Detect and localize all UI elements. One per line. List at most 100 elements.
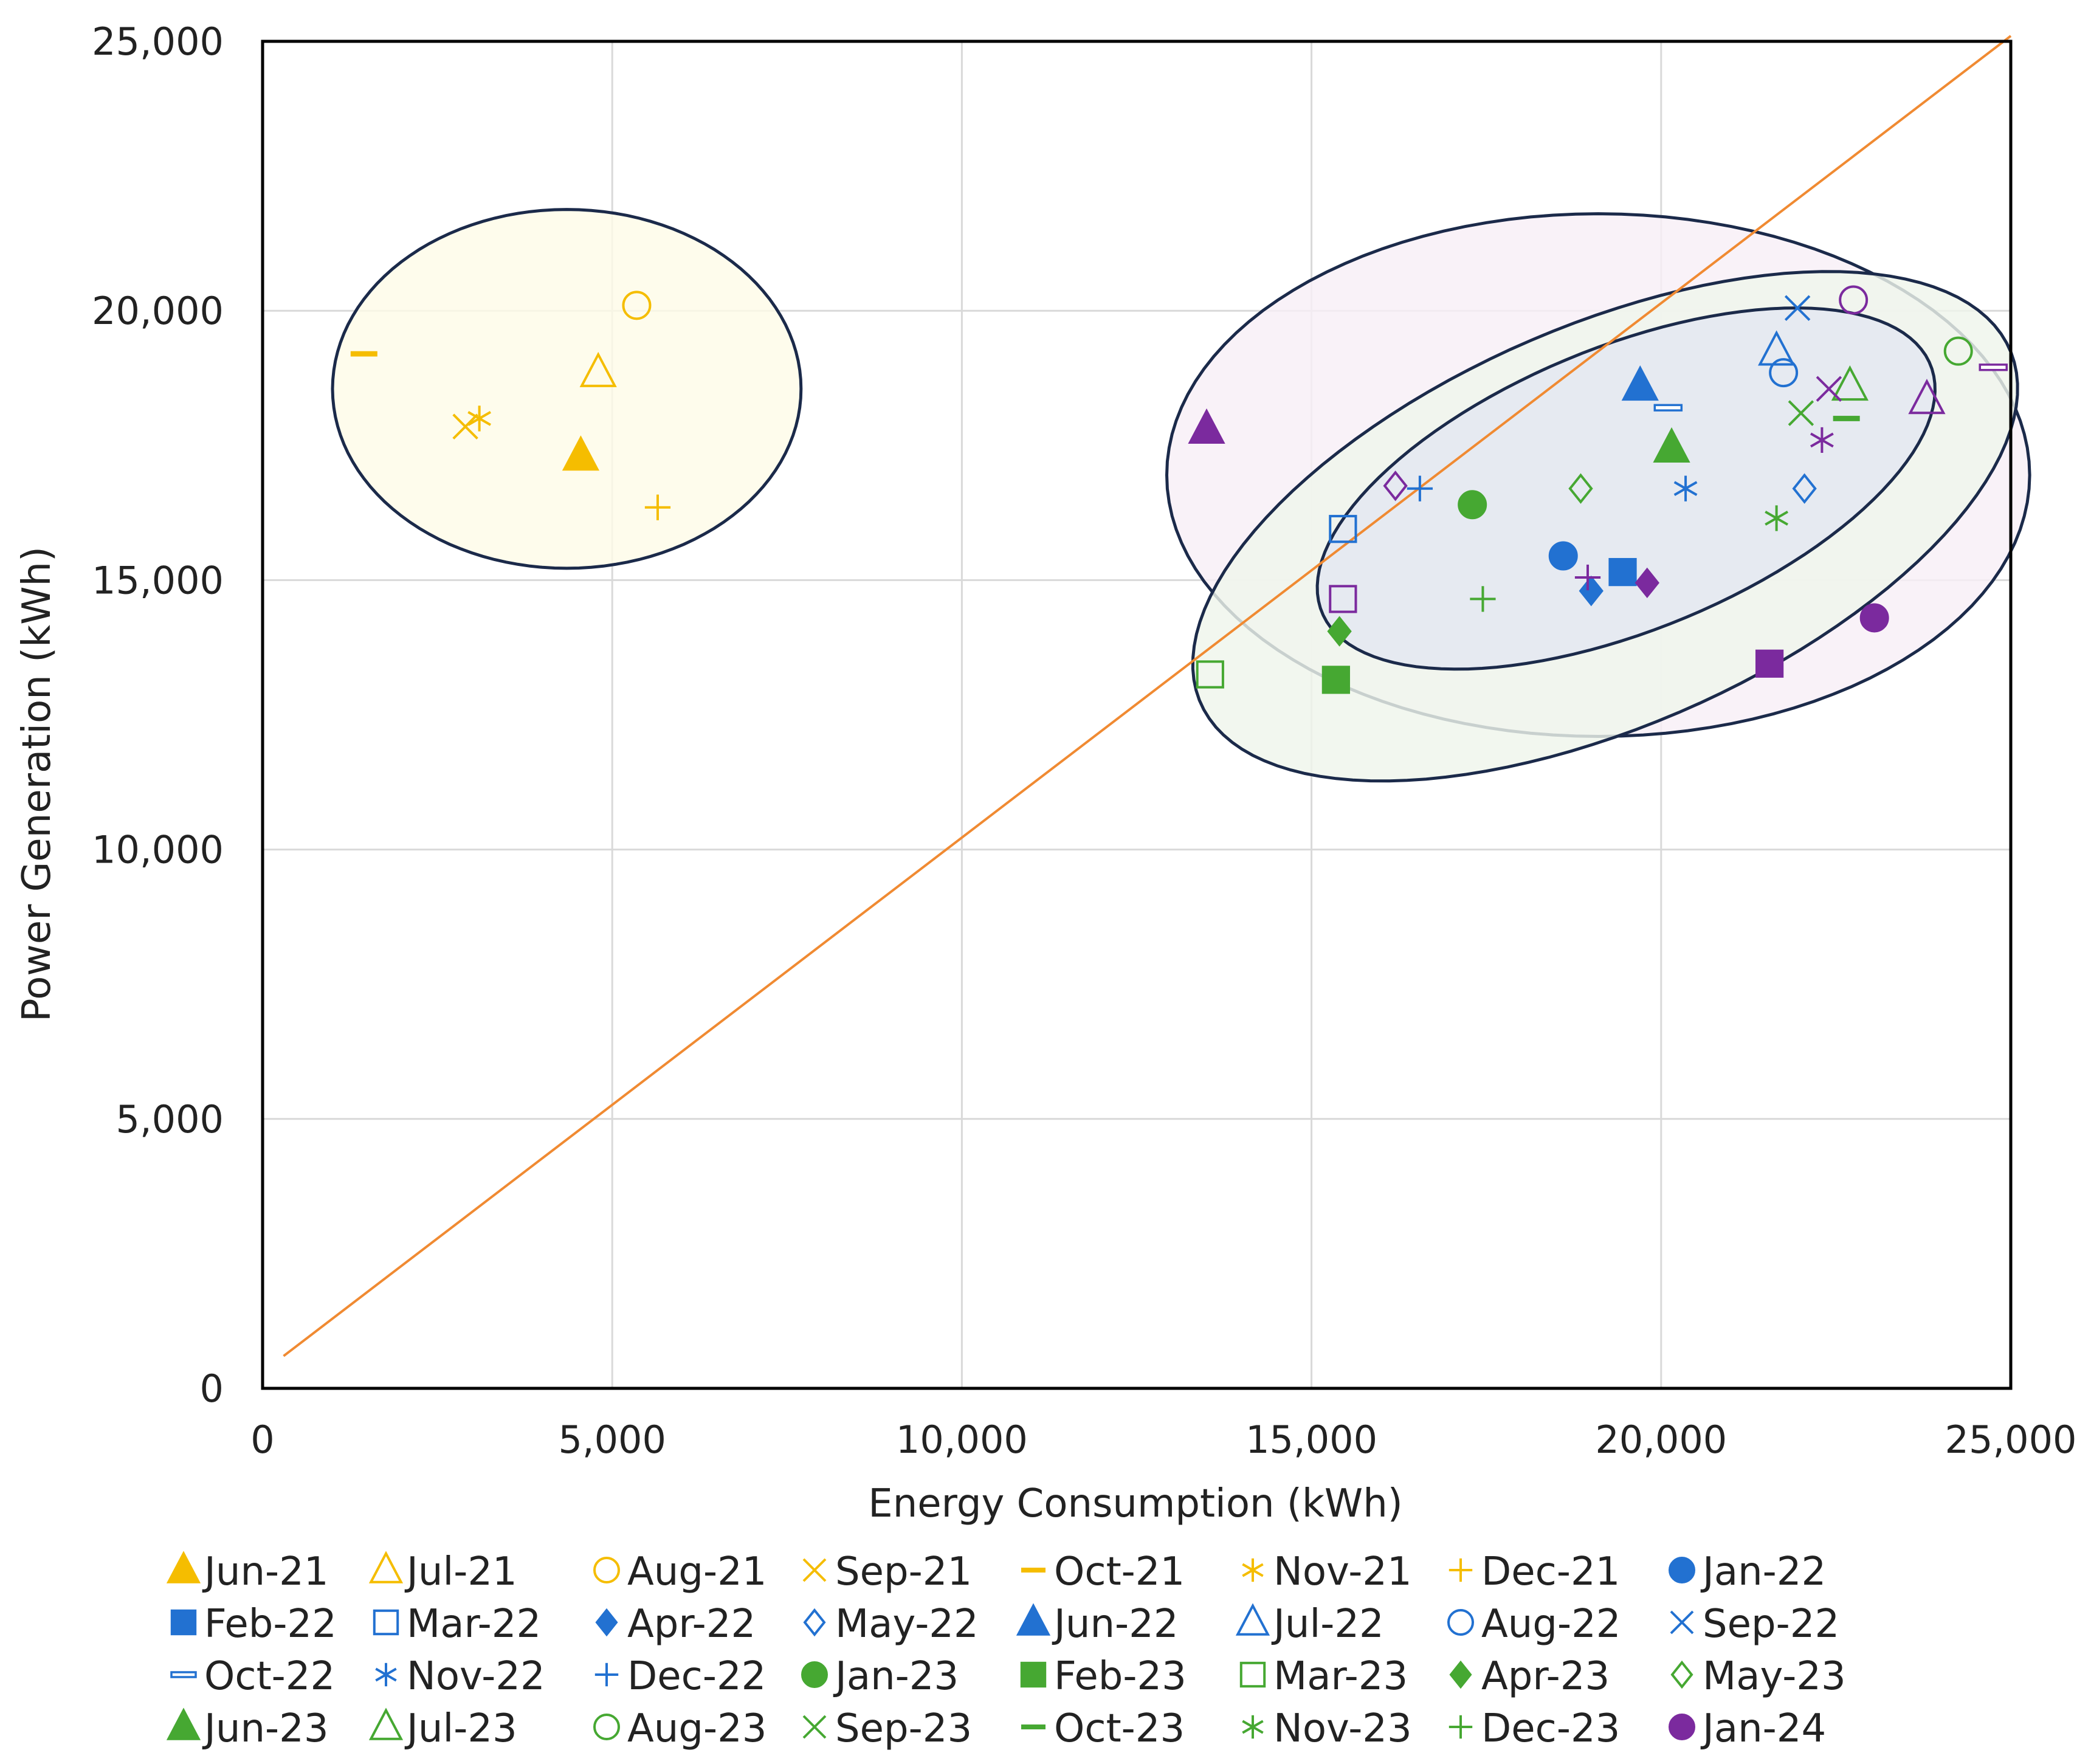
legend-label: Jun-23 bbox=[202, 1706, 329, 1751]
data-point-may-22 bbox=[1792, 473, 1817, 504]
legend-label: Apr-23 bbox=[1481, 1654, 1610, 1699]
legend-item-dec-21: Dec-21 bbox=[1449, 1549, 1620, 1594]
legend-label: Dec-21 bbox=[1481, 1549, 1620, 1594]
data-point-jun-21 bbox=[562, 435, 600, 471]
legend-label: Jul-22 bbox=[1271, 1602, 1384, 1647]
x-tick-label: 0 bbox=[250, 1418, 274, 1462]
y-tick-label: 20,000 bbox=[92, 289, 224, 333]
legend-item-dec-23: Dec-23 bbox=[1449, 1706, 1620, 1751]
legend-marker bbox=[170, 1609, 197, 1636]
legend-label: May-23 bbox=[1703, 1654, 1846, 1699]
reference-line bbox=[283, 35, 2012, 1357]
legend-item-jun-22: Jun-22 bbox=[1016, 1602, 1179, 1647]
legend-item-oct-21: Oct-21 bbox=[1021, 1549, 1185, 1594]
legend-marker bbox=[1016, 1603, 1051, 1636]
legend-item-jan-24: Jan-24 bbox=[1669, 1706, 1826, 1751]
data-point-jun-22 bbox=[1621, 365, 1659, 401]
data-point-feb-23 bbox=[1321, 666, 1350, 694]
x-tick-label: 5,000 bbox=[558, 1418, 666, 1462]
data-point-apr-23 bbox=[1327, 616, 1352, 647]
legend-marker bbox=[593, 1714, 620, 1740]
x-tick-label: 15,000 bbox=[1245, 1418, 1377, 1462]
legend-label: Jun-22 bbox=[1052, 1602, 1179, 1647]
reference-line-group bbox=[283, 35, 2012, 1357]
legend-marker bbox=[368, 1551, 404, 1583]
legend-label: Jul-23 bbox=[404, 1706, 517, 1751]
x-axis-ticks: 0 5,000 10,000 15,000 20,000 25,000 bbox=[250, 1418, 2076, 1462]
legend-marker bbox=[802, 1558, 827, 1582]
legend-label: Jan-22 bbox=[1700, 1549, 1826, 1594]
data-point-jan-23 bbox=[1458, 490, 1487, 520]
data-point-nov-22 bbox=[1673, 475, 1698, 501]
legend-label: Oct-21 bbox=[1054, 1549, 1185, 1594]
legend-label: Apr-22 bbox=[627, 1602, 756, 1647]
data-point-dec-22 bbox=[1407, 475, 1433, 501]
data-point-dec-23 bbox=[1470, 586, 1496, 612]
legend-marker bbox=[595, 1608, 618, 1637]
legend-label: Feb-23 bbox=[1054, 1654, 1187, 1699]
legend-item-aug-21: Aug-21 bbox=[593, 1549, 767, 1594]
data-point-apr-22 bbox=[1579, 575, 1604, 607]
legend-marker bbox=[1669, 1557, 1695, 1583]
data-point-mar-22 bbox=[1329, 515, 1357, 543]
legend-label: Mar-22 bbox=[407, 1602, 541, 1647]
legend-item-jul-21: Jul-21 bbox=[368, 1549, 517, 1594]
data-point-dec-21 bbox=[644, 494, 671, 520]
legend-item-jun-21: Jun-21 bbox=[166, 1549, 329, 1594]
ellipse-2021-cluster bbox=[331, 208, 803, 570]
legend-item-apr-23: Apr-23 bbox=[1449, 1654, 1610, 1699]
legend-item-mar-23: Mar-23 bbox=[1239, 1654, 1408, 1699]
legend-item-jul-22: Jul-22 bbox=[1235, 1602, 1384, 1647]
data-point-jan-22 bbox=[1548, 541, 1578, 571]
legend-label: Dec-22 bbox=[627, 1654, 766, 1699]
legend-marker bbox=[1449, 1715, 1473, 1739]
legend-marker bbox=[1021, 1568, 1046, 1573]
plot-area-frame bbox=[261, 40, 2013, 1390]
data-point-jun-23 bbox=[1653, 427, 1690, 463]
data-point-sep-24 bbox=[1816, 376, 1842, 402]
legend-label: Jul-21 bbox=[404, 1549, 517, 1594]
legend-label: Dec-23 bbox=[1481, 1706, 1620, 1751]
legend-marker bbox=[1449, 1558, 1473, 1582]
legend-marker bbox=[368, 1707, 404, 1740]
legend-label: Nov-22 bbox=[407, 1654, 545, 1699]
legend-item-mar-22: Mar-22 bbox=[373, 1602, 541, 1647]
legend-label: Sep-23 bbox=[835, 1706, 972, 1751]
legend-marker bbox=[1447, 1609, 1474, 1636]
legend-marker bbox=[1020, 1661, 1047, 1688]
legend-item-aug-22: Aug-22 bbox=[1447, 1602, 1621, 1647]
legend-item-sep-21: Sep-21 bbox=[802, 1549, 972, 1594]
legend-item-sep-22: Sep-22 bbox=[1670, 1602, 1839, 1647]
legend-label: Aug-21 bbox=[627, 1549, 767, 1594]
data-point-nov-24 bbox=[1810, 427, 1834, 453]
legend-item-nov-22: Nov-22 bbox=[375, 1654, 545, 1699]
data-point-aug-21 bbox=[622, 291, 652, 320]
data-point-feb-24 bbox=[1755, 649, 1784, 678]
data-point-jul-21 bbox=[579, 351, 617, 387]
data-point-jul-23 bbox=[1831, 365, 1869, 401]
legend-marker bbox=[802, 1715, 827, 1739]
data-point-oct-24 bbox=[1979, 363, 2008, 371]
data-point-feb-22 bbox=[1608, 557, 1637, 587]
legend-marker bbox=[1021, 1724, 1046, 1729]
data-point-may-24 bbox=[1383, 470, 1408, 501]
legend-marker bbox=[375, 1662, 397, 1687]
legend-label: Nov-21 bbox=[1273, 1549, 1412, 1594]
data-point-jul-22 bbox=[1758, 330, 1796, 366]
legend-label: Mar-23 bbox=[1273, 1654, 1408, 1699]
legend-marker bbox=[1670, 1660, 1693, 1689]
data-point-jan-24 bbox=[1859, 603, 1889, 633]
y-tick-label: 15,000 bbox=[92, 558, 224, 602]
legend-label: Jan-24 bbox=[1700, 1706, 1826, 1751]
data-point-jun-24 bbox=[1188, 408, 1225, 444]
legend-marker bbox=[1670, 1610, 1694, 1635]
legend-label: Nov-23 bbox=[1273, 1706, 1412, 1751]
legend-item-dec-22: Dec-22 bbox=[594, 1654, 766, 1699]
legend-label: May-22 bbox=[835, 1602, 979, 1647]
legend-item-oct-23: Oct-23 bbox=[1021, 1706, 1185, 1751]
legend-label: Jun-21 bbox=[202, 1549, 329, 1594]
legend-item-nov-23: Nov-23 bbox=[1242, 1706, 1412, 1751]
data-point-sep-22 bbox=[1784, 295, 1811, 321]
legend-marker bbox=[1449, 1660, 1472, 1689]
y-tick-label: 0 bbox=[200, 1366, 224, 1411]
